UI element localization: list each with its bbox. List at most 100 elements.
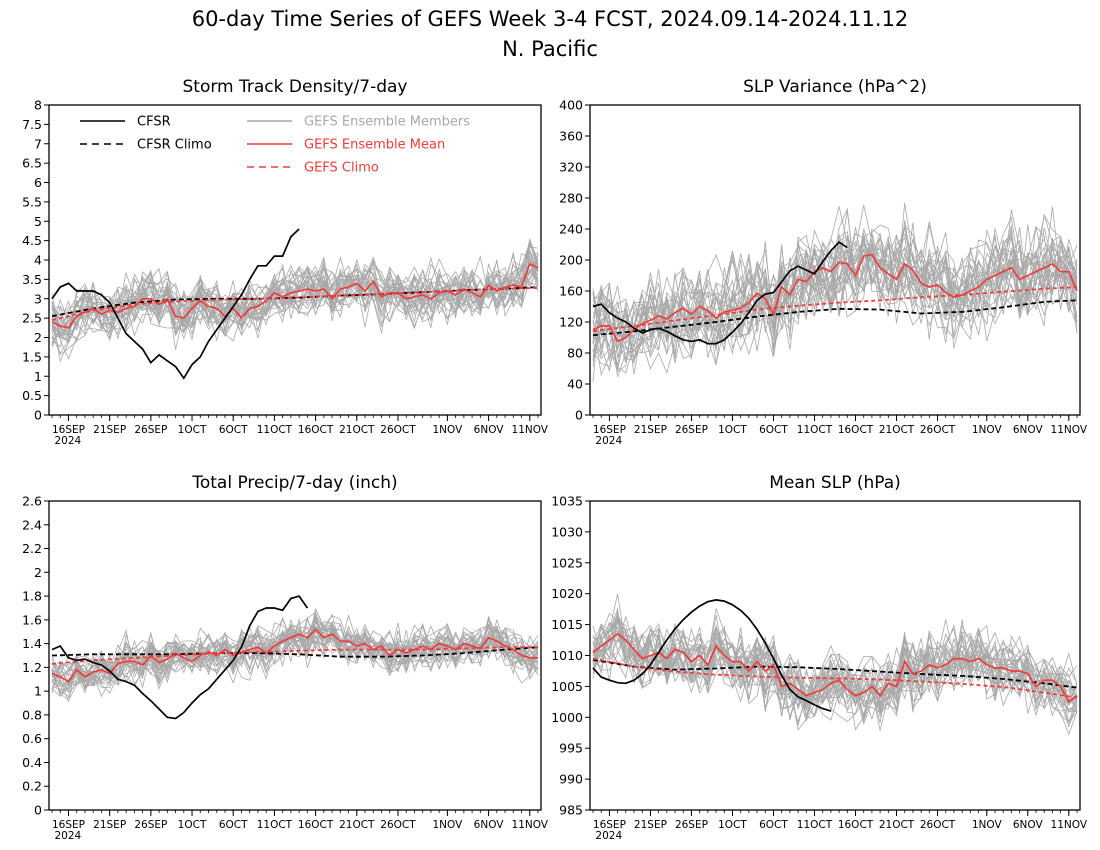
series-cfsr-climo bbox=[592, 299, 1078, 337]
panels: Storm Track Density/7-day 0 0.5 1 1.5 2 2.5 3 3.… bbox=[22, 77, 1088, 842]
x-tick-label: 26SEP bbox=[675, 819, 708, 831]
x-tick-label: 16OCT bbox=[298, 424, 334, 436]
member-line bbox=[592, 615, 1078, 736]
member-line bbox=[51, 259, 539, 329]
x-tick-label: 26OCT bbox=[380, 819, 416, 831]
series-gefs-ensemble-mean bbox=[592, 253, 1078, 343]
ensemble-members bbox=[51, 607, 539, 703]
y-tick-label: 160 bbox=[559, 284, 583, 299]
member-line bbox=[51, 252, 539, 337]
member-line bbox=[592, 235, 1078, 374]
x-year-label: 2024 bbox=[595, 435, 622, 447]
x-year-label: 2024 bbox=[54, 830, 81, 842]
x-tick-label: 11OCT bbox=[797, 819, 833, 831]
y-tick-label: 200 bbox=[559, 253, 583, 268]
y-tick-label: 1030 bbox=[551, 524, 583, 539]
panel-title: Mean SLP (hPa) bbox=[769, 473, 901, 493]
y-tick-label: 3 bbox=[34, 291, 42, 306]
member-line bbox=[592, 621, 1078, 721]
x-tick-label: 11NOV bbox=[512, 819, 549, 831]
y-tick-label: 0.5 bbox=[22, 388, 42, 403]
y-tick-label: 5.5 bbox=[22, 194, 42, 209]
y-tick-label: 1025 bbox=[551, 555, 583, 570]
y-tick-label: 1.5 bbox=[22, 349, 42, 364]
y-tick-label: 2.5 bbox=[22, 311, 42, 326]
y-tick-label: 40 bbox=[567, 377, 583, 392]
x-tick-label: 6NOV bbox=[474, 424, 505, 436]
x-year-label: 2024 bbox=[54, 435, 81, 447]
x-tick-label: 11NOV bbox=[512, 424, 549, 436]
x-tick-label: 26SEP bbox=[675, 424, 708, 436]
x-tick-label: 1OCT bbox=[178, 424, 207, 436]
x-tick-label: 16SEP bbox=[593, 424, 626, 436]
y-tick-label: 3.5 bbox=[22, 272, 42, 287]
panel-title: Total Precip/7-day (inch) bbox=[191, 473, 397, 493]
x-tick-label: 1NOV bbox=[432, 424, 463, 436]
y-tick-label: 5 bbox=[34, 214, 42, 229]
y-tick-label: 0.2 bbox=[22, 779, 42, 794]
y-tick-label: 0.8 bbox=[22, 707, 42, 722]
member-line bbox=[51, 613, 539, 685]
x-tick-label: 16SEP bbox=[52, 424, 85, 436]
x-tick-label: 6NOV bbox=[1013, 424, 1044, 436]
y-tick-label: 2 bbox=[34, 330, 42, 345]
y-tick-label: 1035 bbox=[551, 494, 583, 509]
x-tick-label: 21SEP bbox=[634, 819, 667, 831]
x-tick-label: 26SEP bbox=[134, 819, 167, 831]
x-tick-label: 1OCT bbox=[178, 819, 207, 831]
y-tick-label: 6.5 bbox=[22, 156, 42, 171]
y-tick-label: 240 bbox=[559, 222, 583, 237]
x-tick-label: 16OCT bbox=[838, 424, 874, 436]
series-gefs-climo bbox=[51, 287, 539, 321]
y-tick-label: 4.5 bbox=[22, 233, 42, 248]
series-cfsr bbox=[51, 595, 309, 720]
x-tick-label: 11OCT bbox=[257, 424, 293, 436]
chart-panel-4: Mean SLP (hPa) 985 990 995 1000 1005 1010 1015 1… bbox=[551, 473, 1088, 842]
y-tick-label: 995 bbox=[559, 741, 583, 756]
x-tick-label: 6NOV bbox=[474, 819, 505, 831]
y-tick-label: 985 bbox=[559, 803, 583, 818]
y-tick-label: 2.6 bbox=[22, 494, 42, 509]
member-line bbox=[592, 228, 1078, 371]
y-tick-label: 6 bbox=[34, 175, 42, 190]
x-tick-label: 16OCT bbox=[298, 819, 334, 831]
series-cfsr-climo bbox=[51, 646, 539, 658]
x-tick-label: 21OCT bbox=[879, 424, 915, 436]
series-cfsr bbox=[592, 599, 832, 712]
x-tick-label: 26OCT bbox=[920, 819, 956, 831]
member-line bbox=[51, 619, 539, 691]
member-line bbox=[592, 221, 1078, 375]
panel-title: SLP Variance (hPa^2) bbox=[743, 77, 927, 97]
legend-members-label: GEFS Ensemble Members bbox=[304, 115, 470, 130]
member-line bbox=[592, 626, 1078, 723]
y-tick-label: 1005 bbox=[551, 679, 583, 694]
y-tick-label: 2.2 bbox=[22, 541, 42, 556]
x-tick-label: 6OCT bbox=[219, 424, 248, 436]
y-tick-label: 1.2 bbox=[22, 660, 42, 675]
chart-panel-3: Total Precip/7-day (inch)00.20.40.60.811… bbox=[22, 473, 549, 842]
y-tick-label: 400 bbox=[559, 98, 583, 113]
x-tick-label: 6NOV bbox=[1013, 819, 1044, 831]
x-tick-label: 11NOV bbox=[1051, 424, 1088, 436]
x-tick-label: 1NOV bbox=[972, 819, 1003, 831]
plot-frame bbox=[48, 104, 542, 416]
y-tick-label: 2 bbox=[34, 565, 42, 580]
y-tick-label: 7.5 bbox=[22, 117, 42, 132]
y-tick-label: 0 bbox=[575, 408, 583, 423]
x-tick-label: 1NOV bbox=[432, 819, 463, 831]
member-line bbox=[51, 262, 539, 355]
member-line bbox=[51, 620, 539, 694]
y-tick-label: 1 bbox=[34, 369, 42, 384]
y-tick-label: 0 bbox=[34, 408, 42, 423]
x-tick-label: 6OCT bbox=[759, 819, 788, 831]
y-tick-label: 0.6 bbox=[22, 731, 42, 746]
x-tick-label: 26OCT bbox=[920, 424, 956, 436]
y-tick-label: 0 bbox=[34, 803, 42, 818]
chart-panel-1: Storm Track Density/7-day 0 0.5 1 1.5 2 2.5 3 3.… bbox=[22, 77, 549, 447]
y-tick-label: 1 bbox=[34, 684, 42, 699]
x-year-label: 2024 bbox=[595, 830, 622, 842]
panel-title: Storm Track Density/7-day bbox=[183, 77, 408, 97]
member-line bbox=[51, 623, 539, 694]
y-tick-label: 120 bbox=[559, 315, 583, 330]
